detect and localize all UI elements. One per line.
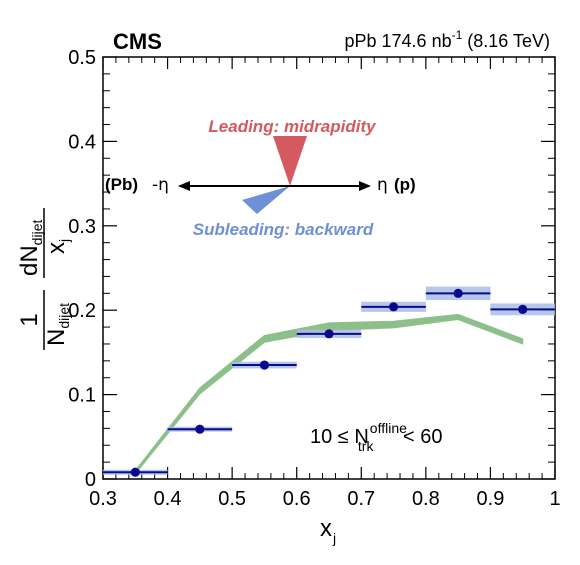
- data-point: [453, 288, 463, 298]
- y-tick-label: 0.1: [68, 385, 96, 407]
- data-points: [130, 288, 528, 477]
- cms-label: CMS: [113, 29, 162, 54]
- y-title-dx: xj: [43, 239, 72, 254]
- model-band: [134, 313, 524, 476]
- selection-label: 10 ≤ Noffline trk < 60: [310, 420, 443, 454]
- x-tick-label: 0.7: [347, 488, 375, 510]
- x-tick-label: 1: [549, 488, 560, 510]
- data-point: [259, 360, 270, 370]
- x-axis-title: xj: [320, 515, 336, 546]
- rapidity-diagram: Leading: midrapidity (Pb) -η η (p) Suble…: [105, 117, 416, 239]
- arrow-left-icon: [178, 181, 190, 191]
- x-tick-label: 0.4: [154, 488, 182, 510]
- subleading-cone: [242, 186, 290, 214]
- leading-label: Leading: midrapidity: [208, 117, 377, 136]
- y-tick-label: 0.5: [68, 47, 96, 69]
- data-point: [324, 329, 334, 339]
- leading-cone: [273, 136, 307, 186]
- p-eta-label: η: [377, 175, 388, 195]
- luminosity-label: pPb 174.6 nb-1 (8.16 TeV): [345, 28, 551, 51]
- data-point: [195, 424, 205, 434]
- y-tick-label: 0: [85, 469, 96, 491]
- x-tick-label: 0.5: [218, 488, 246, 510]
- y-axis-title: 1 Ndijet dNdijet xj: [16, 208, 72, 350]
- y-title-dN: dNdijet: [16, 220, 45, 276]
- x-tick-label: 0.9: [477, 488, 505, 510]
- data-point: [388, 302, 399, 312]
- x-axis: 0.3 0.4 0.5 0.6 0.7 0.8 0.9 1: [89, 57, 561, 510]
- data-point: [130, 467, 140, 477]
- pb-side-label: (Pb): [105, 175, 138, 194]
- y-axis: 0 0.1 0.2 0.3 0.4 0.5: [68, 47, 555, 491]
- y-title-one: 1: [16, 313, 43, 326]
- p-side-label: (p): [394, 175, 416, 194]
- subleading-label: Subleading: backward: [193, 220, 374, 239]
- arrow-right-icon: [359, 181, 371, 191]
- pb-eta-label: -η: [152, 175, 169, 195]
- y-tick-label: 0.4: [68, 131, 96, 153]
- y-tick-label: 0.2: [68, 300, 96, 322]
- y-title-N: Ndijet: [43, 303, 72, 346]
- x-tick-label: 0.8: [412, 488, 440, 510]
- y-tick-label: 0.3: [68, 216, 96, 238]
- x-tick-label: 0.3: [89, 488, 117, 510]
- plot-frame: [102, 56, 556, 480]
- x-tick-label: 0.6: [283, 488, 311, 510]
- data-point: [518, 304, 528, 314]
